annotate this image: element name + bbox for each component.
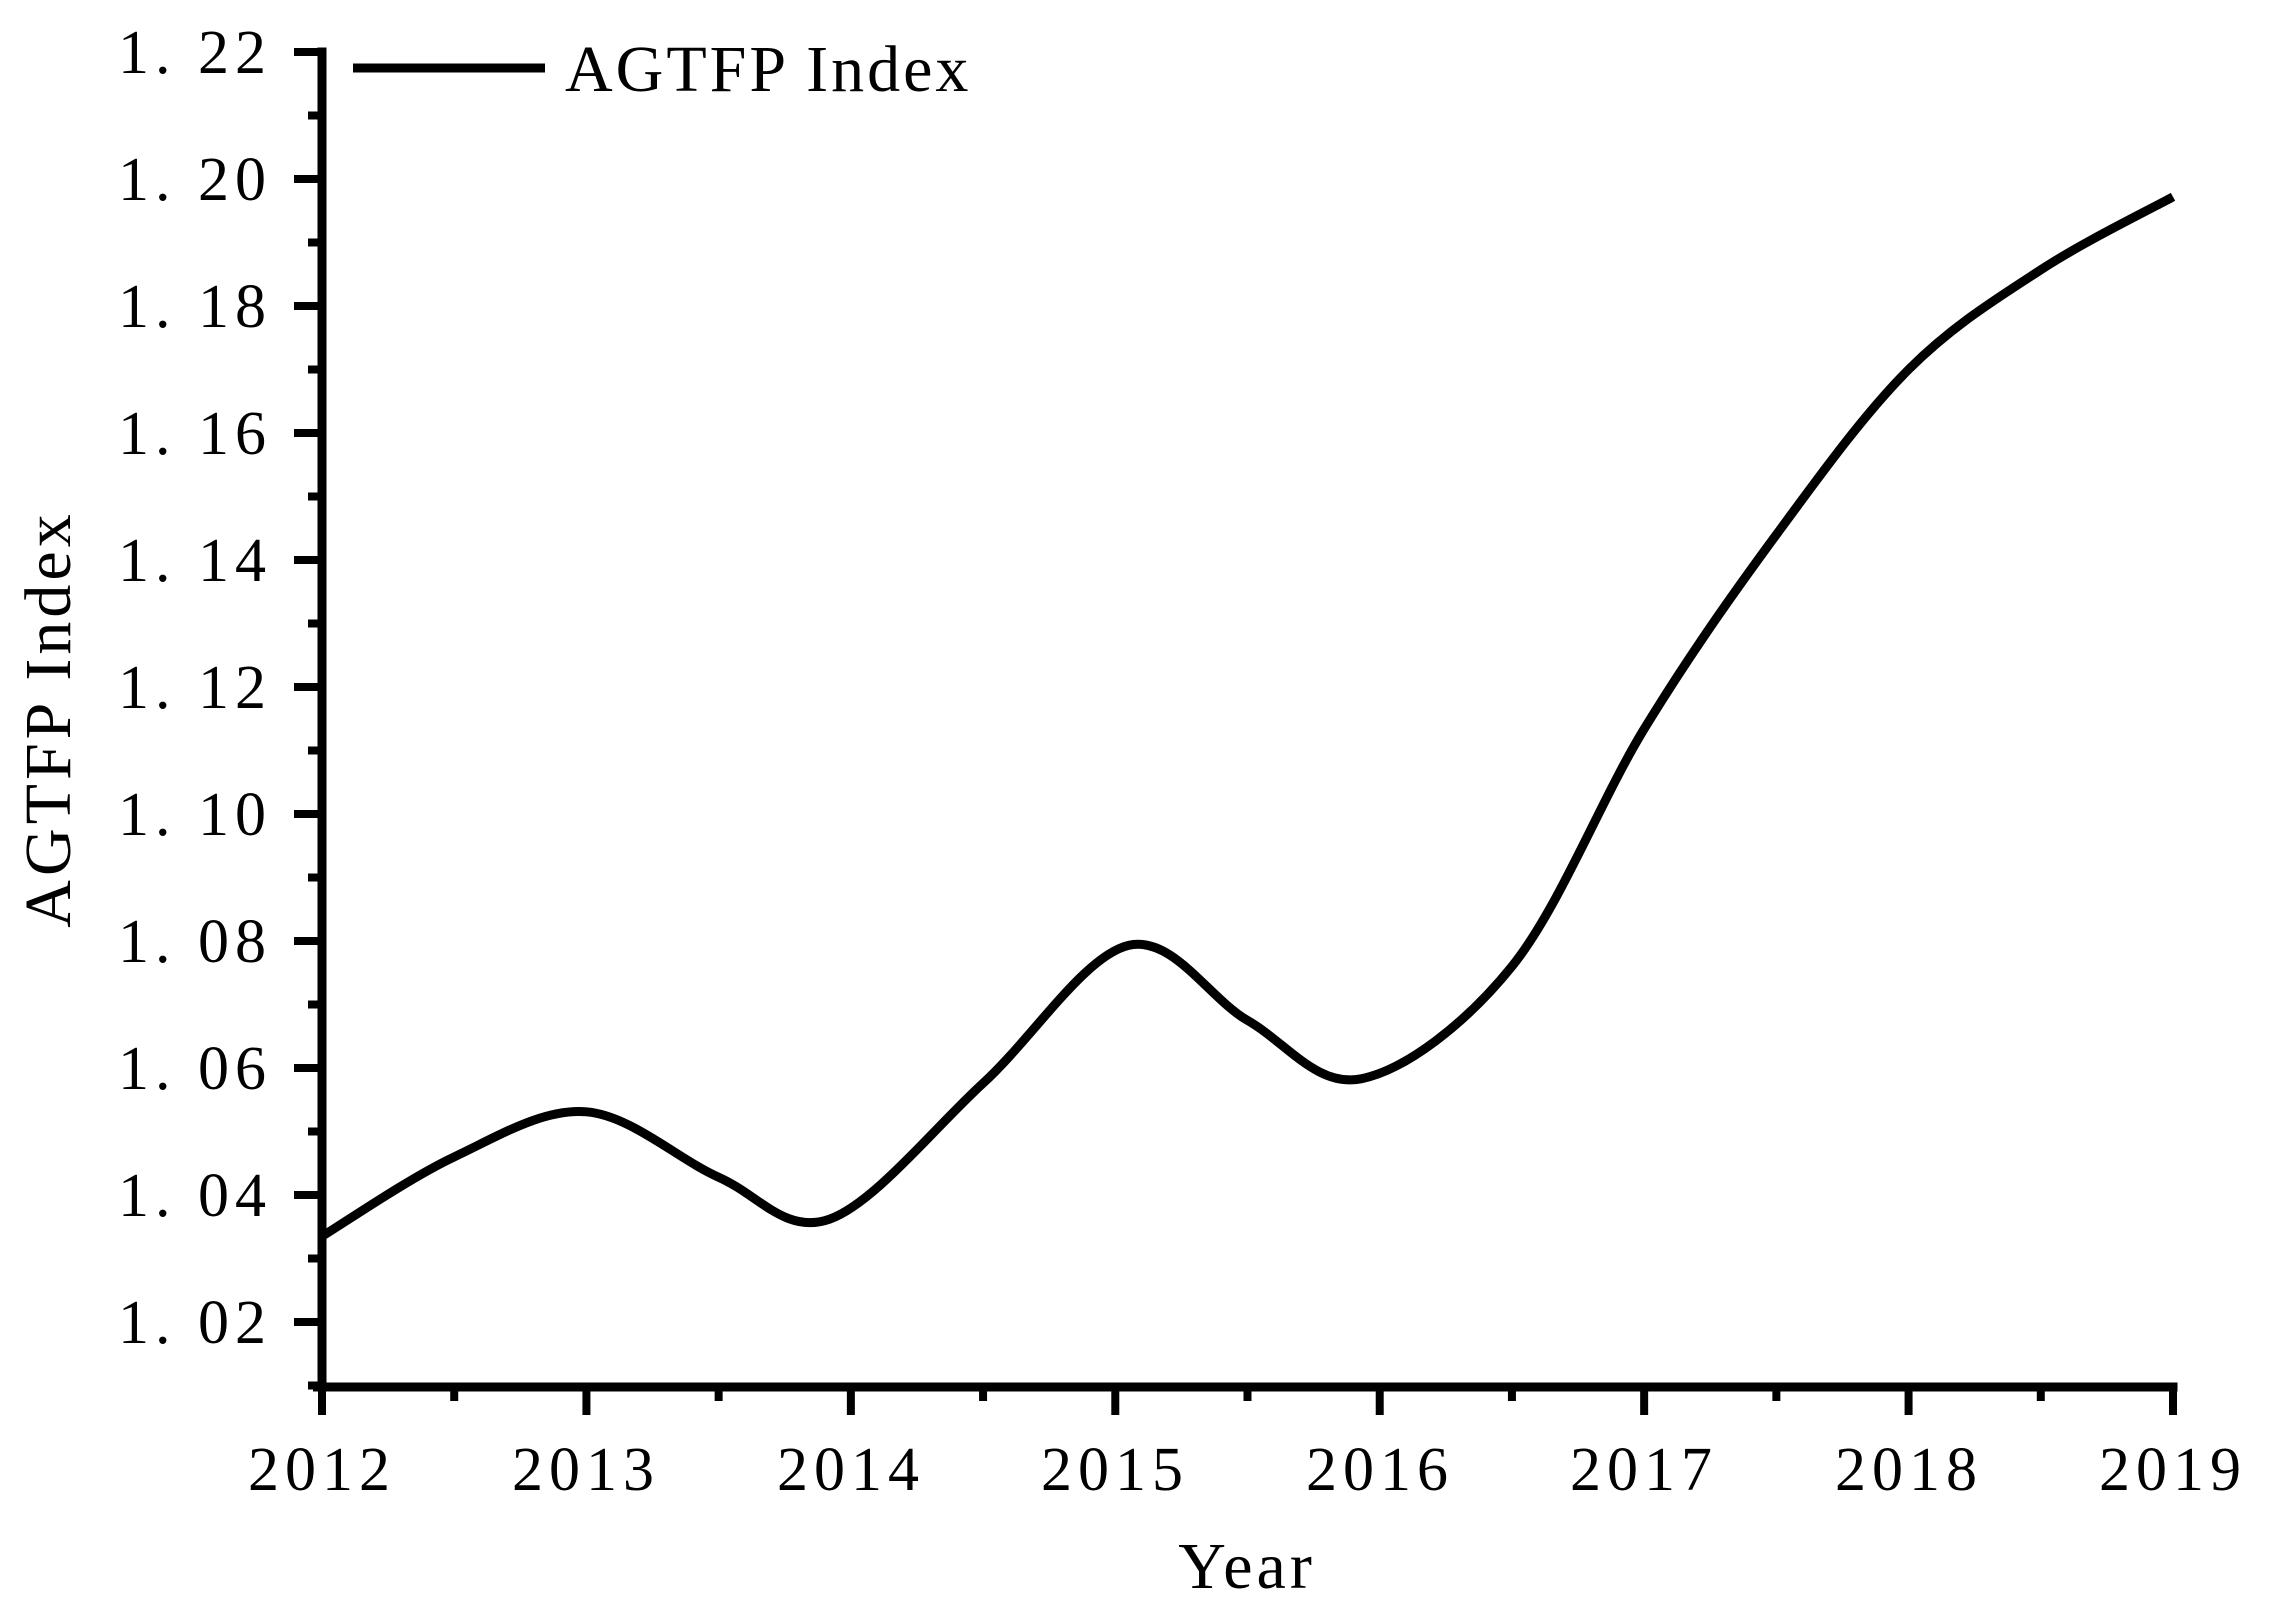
x-tick-label: 2019 <box>2099 1436 2247 1504</box>
x-tick-label: 2013 <box>512 1436 660 1504</box>
y-tick-label: 1. 08 <box>118 908 272 976</box>
y-tick-label: 1. 02 <box>118 1289 272 1357</box>
x-axis-title: Year <box>1178 1530 1316 1603</box>
y-tick-label: 1. 12 <box>118 654 272 722</box>
y-tick-label: 1. 10 <box>118 781 272 849</box>
x-tick-label: 2015 <box>1041 1436 1189 1504</box>
y-tick-label: 1. 04 <box>118 1162 272 1230</box>
y-tick-label: 1. 16 <box>118 400 272 468</box>
x-tick-label: 2014 <box>777 1436 925 1504</box>
y-tick-label: 1. 20 <box>118 146 272 214</box>
agtfp-index-line <box>319 192 2176 1241</box>
y-axis-title: AGTFP Index <box>12 510 85 927</box>
legend: AGTFP Index <box>353 33 971 106</box>
x-tick-label: 2012 <box>248 1436 396 1504</box>
x-tick-label: 2017 <box>1570 1436 1718 1504</box>
y-tick-label: 1. 14 <box>118 527 272 595</box>
x-tick-label: 2016 <box>1306 1436 1454 1504</box>
legend-label: AGTFP Index <box>565 33 971 106</box>
y-tick-label: 1. 18 <box>118 273 272 341</box>
y-tick-label: 1. 06 <box>118 1035 272 1103</box>
y-tick-label: 1. 22 <box>118 19 272 87</box>
y-tick-labels: 1. 22 1. 20 1. 18 1. 16 1. 14 1. 12 1. 1… <box>118 19 272 1357</box>
axis-ticks <box>294 48 2178 1415</box>
x-tick-labels: 2012 2013 2014 2015 2016 2017 2018 2019 <box>248 1436 2247 1504</box>
x-tick-label: 2018 <box>1835 1436 1983 1504</box>
